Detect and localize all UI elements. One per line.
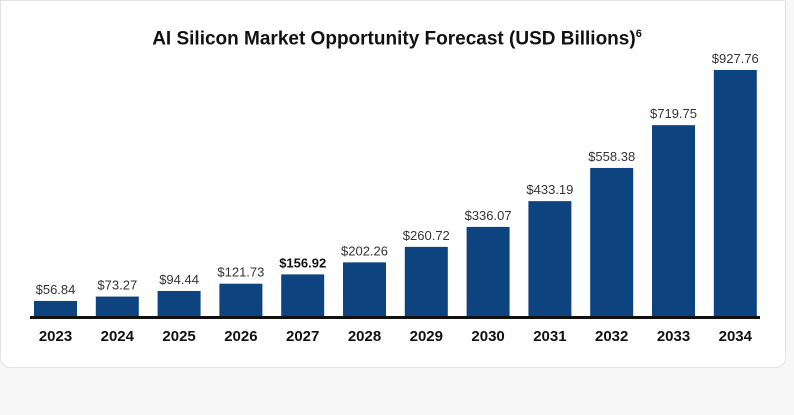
bar-2023 bbox=[34, 300, 77, 316]
bar-2034 bbox=[713, 70, 757, 316]
bar-2031 bbox=[528, 201, 572, 316]
value-label-2029: $260.72 bbox=[403, 228, 450, 243]
value-label-2027: $156.92 bbox=[279, 255, 326, 270]
x-tick-label-2028: 2028 bbox=[348, 328, 381, 345]
bar-2024 bbox=[95, 296, 139, 316]
x-tick-label-2027: 2027 bbox=[286, 328, 319, 345]
x-tick-label-2026: 2026 bbox=[224, 328, 257, 345]
x-tick-label-2032: 2032 bbox=[595, 328, 628, 345]
bar-2025 bbox=[157, 290, 201, 316]
x-tick-label-2030: 2030 bbox=[471, 328, 504, 345]
title-footnote: 6 bbox=[635, 28, 642, 40]
x-tick-label-2031: 2031 bbox=[533, 328, 566, 345]
value-label-2032: $558.38 bbox=[588, 149, 635, 164]
value-label-2026: $121.73 bbox=[217, 265, 264, 280]
bar-2030 bbox=[466, 226, 510, 316]
bar-2032 bbox=[590, 167, 634, 316]
chart-title: AI Silicon Market Opportunity Forecast (… bbox=[152, 28, 642, 50]
bars-group bbox=[34, 70, 757, 316]
x-tick-label-2024: 2024 bbox=[101, 328, 135, 345]
bar-2033 bbox=[652, 125, 695, 316]
value-label-2030: $336.07 bbox=[465, 208, 512, 223]
bar-2026 bbox=[219, 283, 263, 316]
x-tick-label-2029: 2029 bbox=[410, 328, 443, 345]
value-label-2033: $719.75 bbox=[650, 106, 697, 121]
x-tick-label-2025: 2025 bbox=[162, 328, 195, 345]
bar-2028 bbox=[343, 262, 386, 316]
value-label-2025: $94.44 bbox=[159, 272, 199, 287]
value-label-2028: $202.26 bbox=[341, 243, 388, 258]
value-label-2024: $73.27 bbox=[97, 278, 137, 293]
value-label-2023: $56.84 bbox=[36, 282, 76, 297]
value-labels-group: $56.84 $73.27 $94.44 $121.73 $156.92 $202.26 $… bbox=[36, 51, 759, 297]
x-tick-labels-group: 2023 2024 2025 2026 2027 2028 2029 2030 2031 2032… bbox=[39, 328, 753, 345]
x-tick-label-2023: 2023 bbox=[39, 328, 72, 345]
bar-2027 bbox=[281, 274, 325, 316]
bar-2029 bbox=[404, 246, 448, 316]
x-tick-label-2034: 2034 bbox=[719, 328, 753, 345]
value-label-2031: $433.19 bbox=[526, 182, 573, 197]
value-label-2034: $927.76 bbox=[712, 51, 759, 66]
x-tick-label-2033: 2033 bbox=[657, 328, 690, 345]
